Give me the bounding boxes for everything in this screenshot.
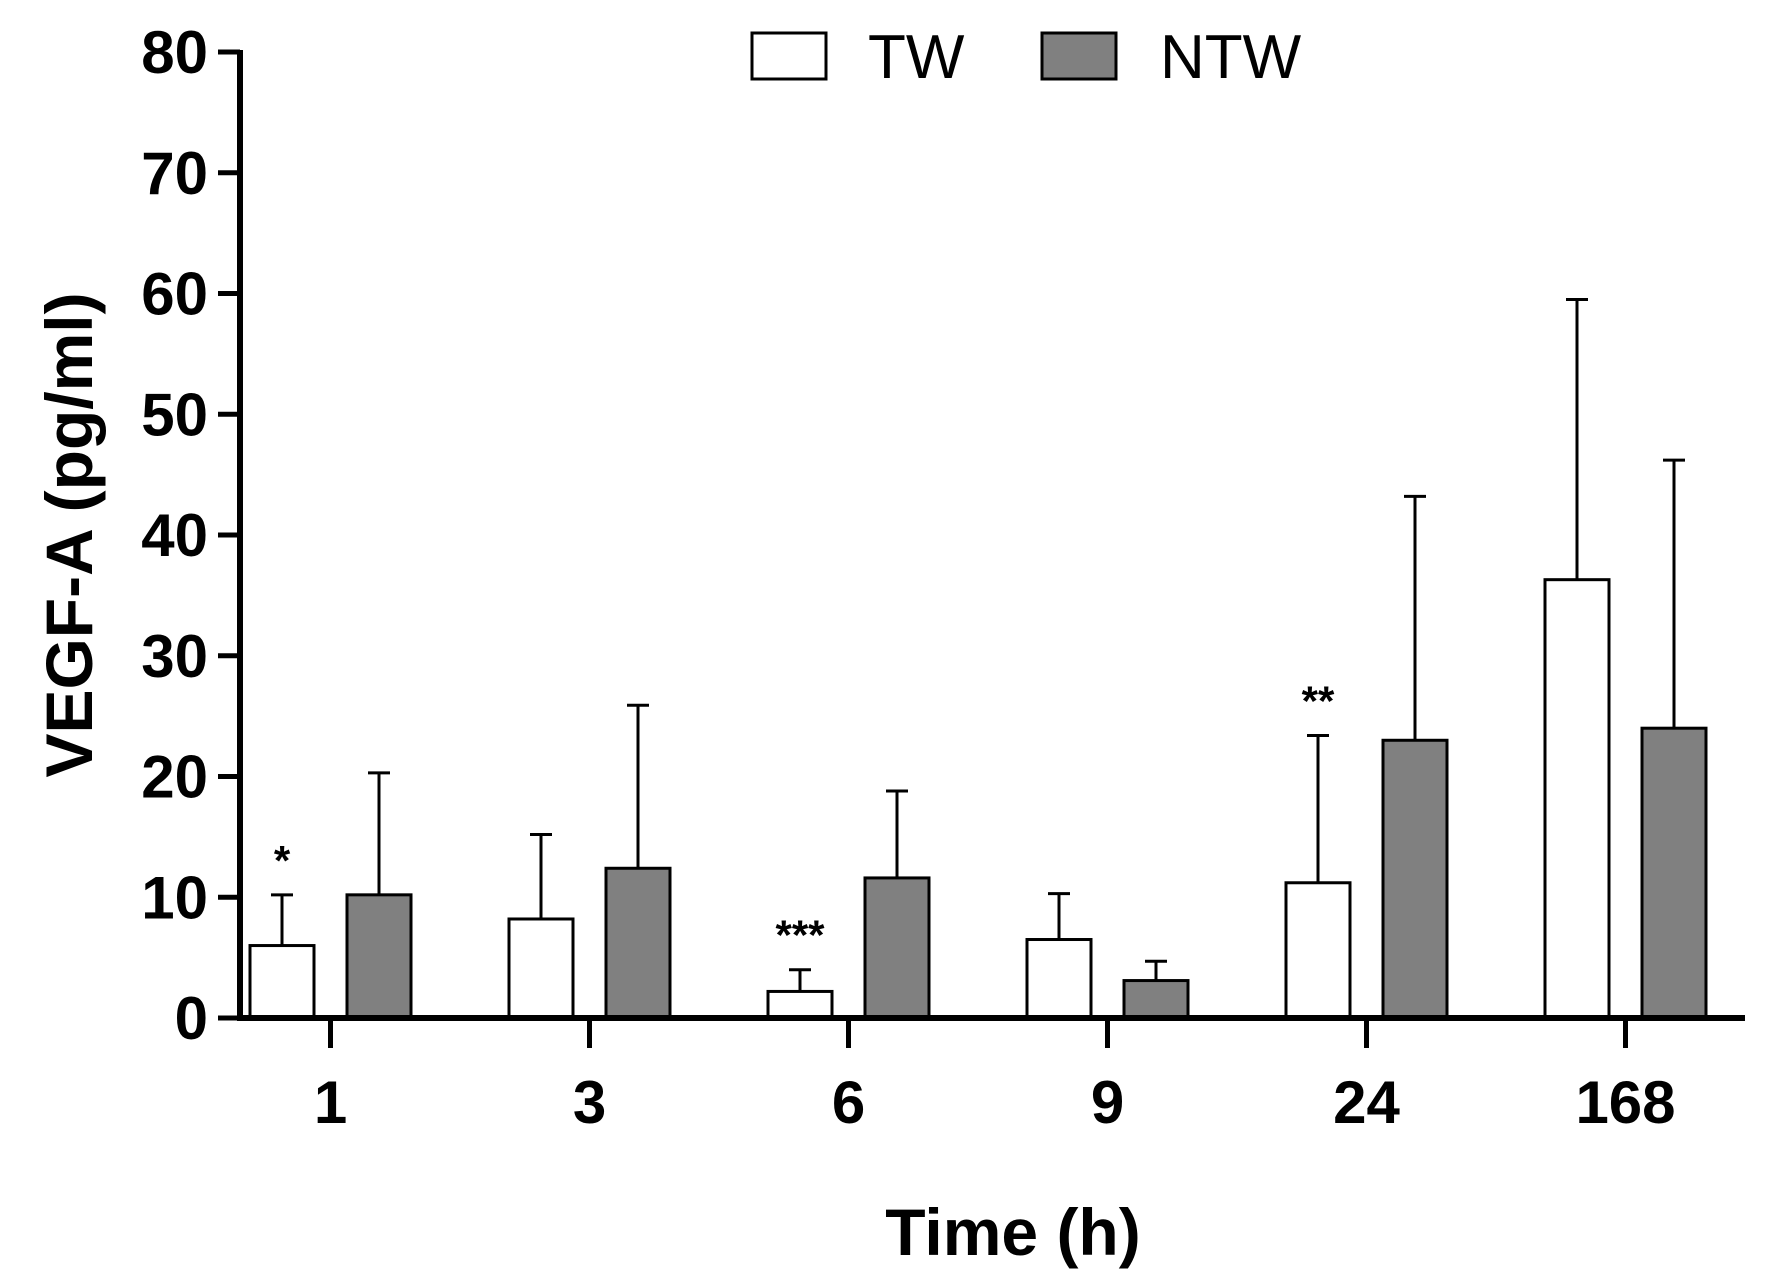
y-tick-label-0: 0 [175, 985, 208, 1052]
significance-label-6: *** [775, 912, 825, 959]
x-tick-label-1: 1 [314, 1069, 347, 1136]
x-axis-title: Time (h) [885, 1195, 1140, 1269]
bar-tw-6 [766, 989, 834, 1020]
axes-layer: 0 10 20 30 40 50 60 70 80 1 3 6 9 24 168 [141, 19, 1745, 1136]
y-tick-label-10: 10 [141, 864, 208, 931]
y-tick-label-40: 40 [141, 502, 208, 569]
significance-label-24: ** [1302, 677, 1335, 724]
y-tick-label-50: 50 [141, 381, 208, 448]
significance-label-1: * [274, 837, 291, 884]
y-tick-label-70: 70 [141, 140, 208, 207]
x-tick-label-168: 168 [1575, 1069, 1675, 1136]
y-tick-label-30: 30 [141, 623, 208, 690]
y-tick-label-20: 20 [141, 744, 208, 811]
labels-layer: Time (h)VEGF-A (pg/ml)****** [32, 292, 1335, 1269]
bar-ntw-24 [1381, 738, 1449, 1020]
bar-tw-24 [1284, 881, 1352, 1020]
legend-label-tw: TW [868, 23, 965, 92]
bar-ntw-3 [604, 866, 672, 1020]
y-tick-label-80: 80 [141, 19, 208, 86]
bar-ntw-1 [345, 893, 413, 1020]
y-axis-title: VEGF-A (pg/ml) [32, 292, 106, 777]
bar-ntw-9 [1122, 979, 1190, 1020]
legend: TW NTW [750, 23, 1302, 92]
bar-ntw-6 [863, 876, 931, 1020]
bar-tw-1 [248, 944, 316, 1020]
legend-swatch-tw [750, 31, 828, 81]
error-bars-layer [271, 298, 1685, 992]
bar-ntw-168 [1640, 726, 1708, 1020]
x-tick-label-6: 6 [832, 1069, 865, 1136]
bar-tw-3 [507, 917, 575, 1020]
legend-swatch-ntw [1040, 31, 1118, 81]
x-tick-label-3: 3 [573, 1069, 606, 1136]
x-tick-label-9: 9 [1091, 1069, 1124, 1136]
x-tick-label-24: 24 [1333, 1069, 1400, 1136]
y-tick-label-60: 60 [141, 261, 208, 328]
bar-tw-9 [1025, 938, 1093, 1020]
bar-tw-168 [1543, 578, 1611, 1020]
bars-layer [248, 578, 1708, 1020]
legend-label-ntw: NTW [1160, 23, 1302, 92]
